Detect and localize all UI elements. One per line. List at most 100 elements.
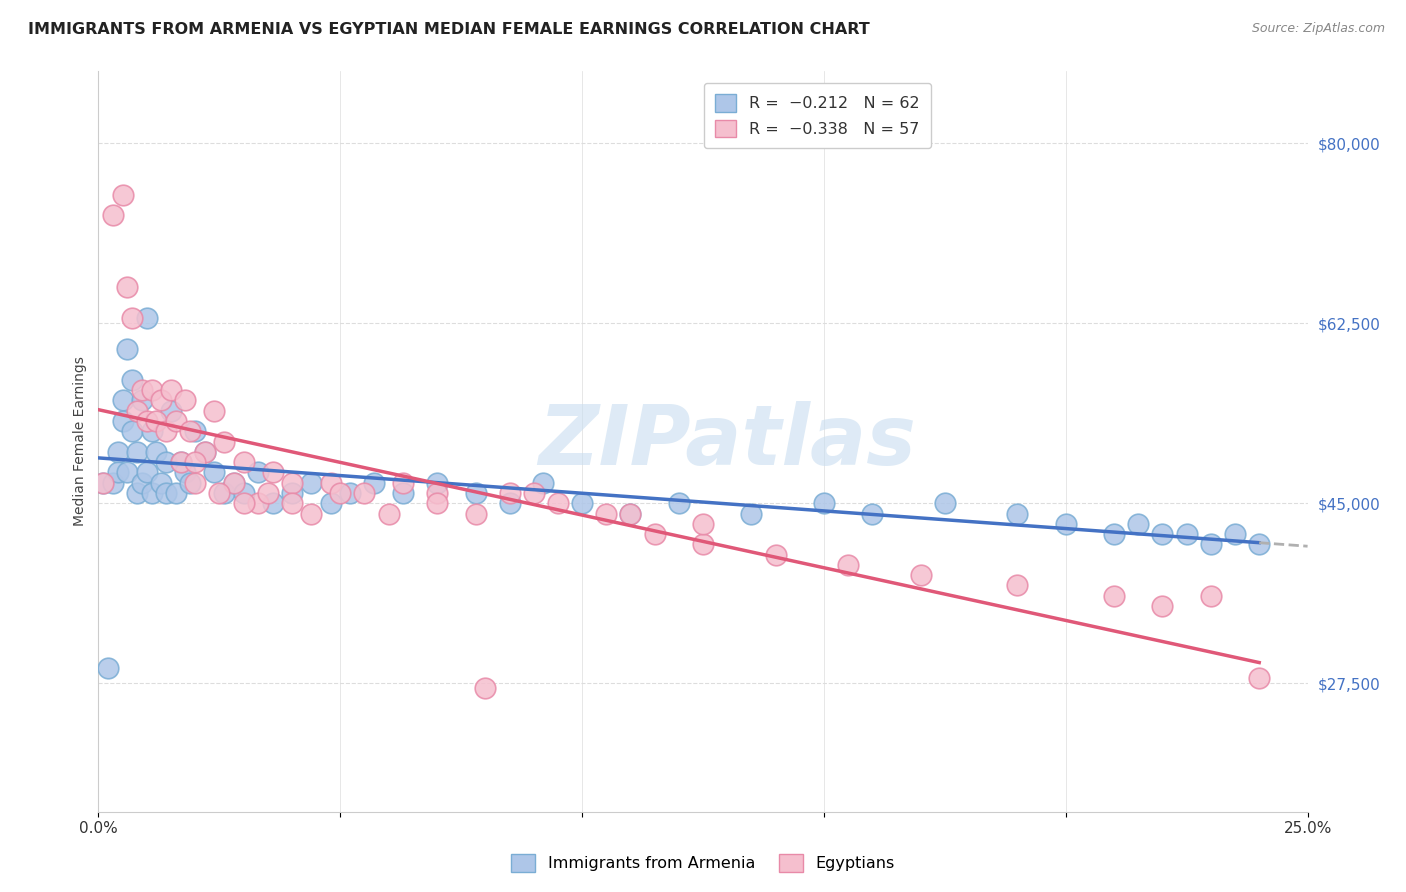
Point: [117, 466, 139, 480]
Point: [141, 486, 163, 500]
Point: [281, 475, 304, 490]
Point: [1199, 537, 1222, 551]
Point: [127, 445, 149, 459]
Point: [523, 486, 546, 500]
Point: [1152, 599, 1174, 613]
Point: [426, 496, 449, 510]
Point: [204, 466, 226, 480]
Point: [377, 507, 399, 521]
Point: [547, 496, 569, 510]
Point: [474, 681, 496, 696]
Point: [1054, 516, 1077, 531]
Point: [692, 516, 714, 531]
Point: [131, 383, 153, 397]
Point: [204, 403, 226, 417]
Point: [155, 455, 177, 469]
Point: [97, 661, 120, 675]
Point: [155, 424, 177, 438]
Point: [644, 527, 666, 541]
Point: [165, 414, 187, 428]
Point: [174, 466, 197, 480]
Point: [117, 280, 139, 294]
Point: [1249, 537, 1271, 551]
Point: [668, 496, 690, 510]
Point: [363, 475, 385, 490]
Point: [281, 486, 304, 500]
Point: [101, 208, 124, 222]
Point: [934, 496, 956, 510]
Point: [860, 507, 883, 521]
Point: [111, 187, 134, 202]
Point: [155, 486, 177, 500]
Point: [169, 455, 191, 469]
Point: [426, 486, 449, 500]
Point: [222, 475, 245, 490]
Point: [150, 393, 173, 408]
Point: [1199, 589, 1222, 603]
Point: [619, 507, 641, 521]
Point: [174, 393, 197, 408]
Point: [184, 424, 207, 438]
Point: [212, 434, 235, 449]
Point: [426, 475, 449, 490]
Point: [135, 311, 157, 326]
Point: [145, 414, 167, 428]
Point: [145, 445, 167, 459]
Point: [319, 475, 342, 490]
Point: [571, 496, 593, 510]
Point: [595, 507, 617, 521]
Point: [232, 455, 254, 469]
Point: [184, 455, 207, 469]
Point: [194, 445, 217, 459]
Point: [107, 466, 129, 480]
Point: [121, 311, 143, 326]
Point: [184, 475, 207, 490]
Point: [1007, 578, 1029, 592]
Point: [169, 455, 191, 469]
Point: [619, 507, 641, 521]
Point: [392, 475, 415, 490]
Point: [339, 486, 361, 500]
Point: [262, 466, 284, 480]
Point: [329, 486, 352, 500]
Point: [135, 414, 157, 428]
Legend: R =  −0.212   N = 62, R =  −0.338   N = 57: R = −0.212 N = 62, R = −0.338 N = 57: [704, 83, 931, 148]
Point: [765, 548, 787, 562]
Point: [498, 486, 520, 500]
Point: [262, 496, 284, 510]
Legend: Immigrants from Armenia, Egyptians: Immigrants from Armenia, Egyptians: [503, 847, 903, 880]
Point: [353, 486, 375, 500]
Point: [232, 486, 254, 500]
Point: [121, 373, 143, 387]
Y-axis label: Median Female Earnings: Median Female Earnings: [73, 357, 87, 526]
Point: [281, 496, 304, 510]
Point: [107, 445, 129, 459]
Text: ZIPatlas: ZIPatlas: [538, 401, 917, 482]
Point: [111, 393, 134, 408]
Point: [392, 486, 415, 500]
Text: Source: ZipAtlas.com: Source: ZipAtlas.com: [1251, 22, 1385, 36]
Point: [131, 475, 153, 490]
Point: [179, 424, 201, 438]
Point: [1249, 671, 1271, 685]
Point: [101, 475, 124, 490]
Point: [127, 486, 149, 500]
Point: [179, 475, 201, 490]
Point: [111, 414, 134, 428]
Point: [150, 475, 173, 490]
Point: [813, 496, 835, 510]
Point: [247, 496, 270, 510]
Point: [127, 403, 149, 417]
Point: [247, 466, 270, 480]
Point: [194, 445, 217, 459]
Point: [141, 383, 163, 397]
Point: [1223, 527, 1246, 541]
Point: [91, 475, 114, 490]
Point: [531, 475, 554, 490]
Point: [910, 568, 932, 582]
Point: [464, 486, 486, 500]
Point: [135, 466, 157, 480]
Point: [232, 496, 254, 510]
Point: [1102, 589, 1125, 603]
Point: [319, 496, 342, 510]
